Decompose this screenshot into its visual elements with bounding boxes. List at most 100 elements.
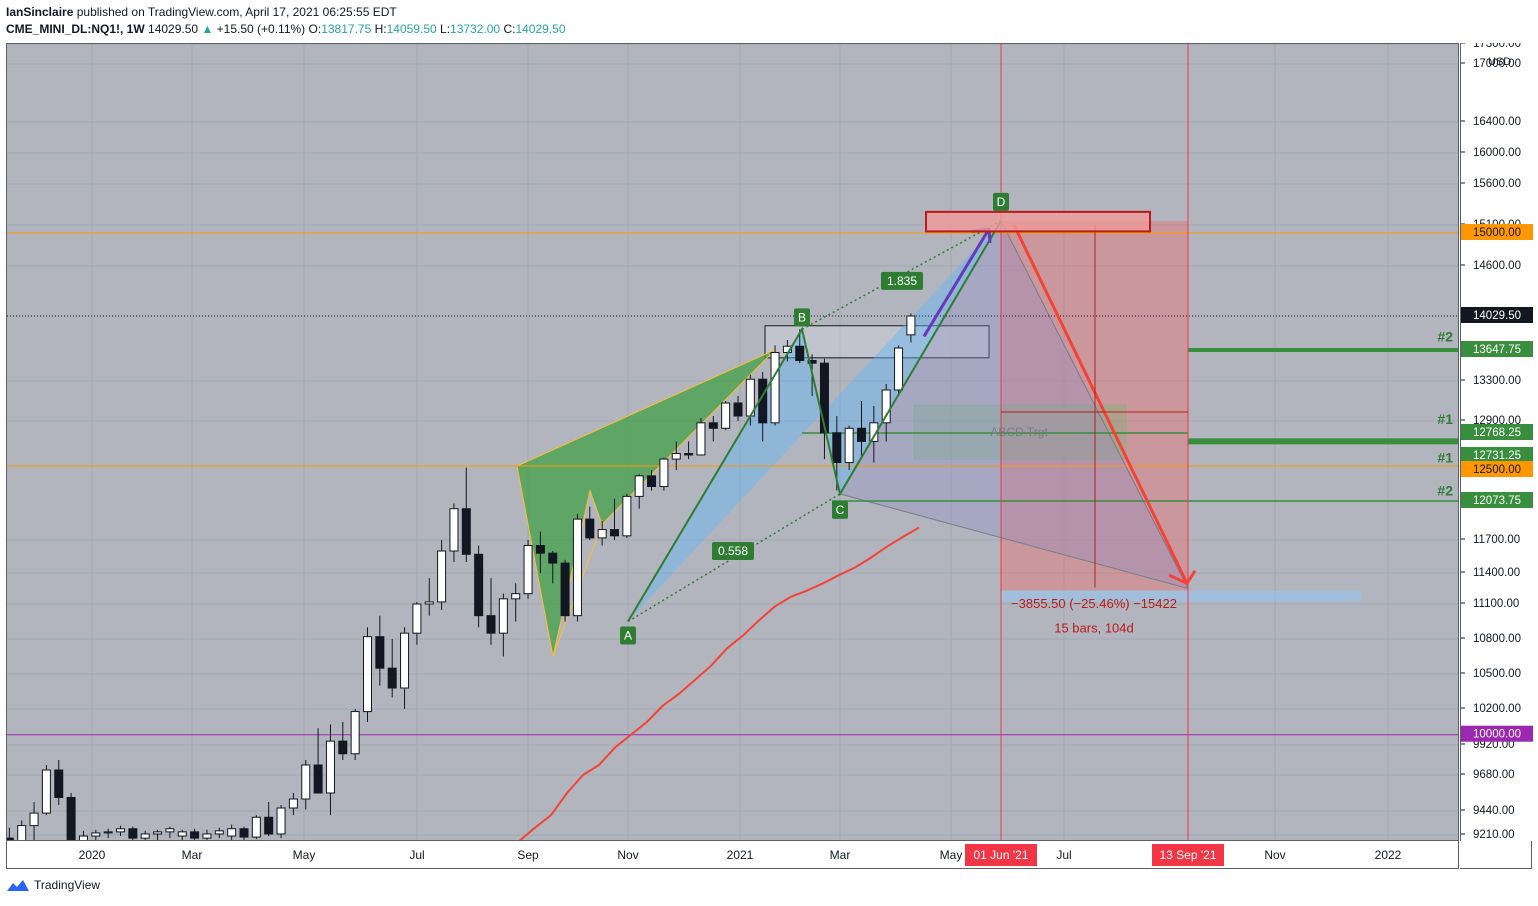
candle-up: [202, 833, 212, 839]
time-axis-svg[interactable]: 2020 Mar May Jul Sep Nov 2021 Mar May Jul Nov 2022 0…: [7, 841, 1460, 869]
purple-arrow: [922, 228, 991, 338]
candle-up: [511, 593, 521, 600]
candle-up: [41, 769, 51, 814]
candle-up: [153, 831, 163, 835]
point-a-label: A: [624, 629, 632, 643]
candle-down: [819, 362, 829, 434]
candle-up: [671, 453, 681, 460]
grid-lines: [7, 44, 1458, 840]
candle-up: [844, 427, 854, 464]
chart-svg[interactable]: A B C D 1.835 0.558 ABCD Trgt −3855.50 (−25.46%…: [7, 44, 1459, 841]
price-tick-label: 11100.00: [1473, 598, 1519, 610]
price-tick-label: 9920.00: [1473, 739, 1515, 751]
candle-up: [869, 422, 879, 442]
time-axis[interactable]: 2020 Mar May Jul Sep Nov 2021 Mar May Jul Nov 2022 0…: [6, 841, 1459, 869]
point-c-label: C: [836, 503, 845, 517]
candle-up: [881, 389, 891, 424]
price-badge-label: 14029.50: [1473, 310, 1521, 322]
point-a-label-bg: [620, 626, 636, 645]
time-highlight-badge: [1152, 844, 1224, 866]
high-value: 14059.50: [386, 22, 437, 36]
price-tick-label: 16000.00: [1473, 147, 1521, 159]
candle-up: [523, 545, 533, 595]
price-axis-svg[interactable]: 9210.00 9440.00 9680.00 9920.00 10200.00 1050…: [1461, 38, 1533, 841]
candle-down: [190, 831, 200, 839]
price-axis[interactable]: 9210.00 9440.00 9680.00 9920.00 10200.00 1050…: [1460, 38, 1533, 841]
time-tick-label: Sep: [517, 848, 539, 862]
ratio-bd-label: 1.835: [887, 274, 917, 288]
price-tick-label: 10500.00: [1473, 668, 1521, 680]
ac-dotted: [627, 493, 841, 623]
candle-up: [165, 828, 175, 833]
time-tick-label: Jul: [1056, 848, 1071, 862]
currency-label: USD: [1488, 56, 1511, 68]
symbol-interval[interactable]: CME_MINI_DL:NQ1!, 1W: [6, 22, 145, 36]
d-zone-box: [925, 210, 1151, 233]
price-badge-label: 12073.75: [1473, 495, 1521, 507]
candle-down: [486, 615, 496, 634]
footer-brand[interactable]: TradingView: [6, 878, 100, 892]
low-label: L:: [440, 22, 451, 36]
candle-up: [276, 807, 286, 835]
candles[interactable]: [7, 313, 916, 841]
time-tick-label: May: [940, 848, 963, 862]
price-tick-label: 9680.00: [1473, 769, 1515, 781]
price-tick-label: 10800.00: [1473, 633, 1521, 645]
candle-up: [449, 508, 459, 552]
candle-up: [78, 835, 88, 840]
abcd-target-label: ABCD Trgt: [990, 425, 1048, 439]
time-highlight-label: 01 Jun '21: [973, 848, 1028, 862]
publication-line: IanSinclaire published on TradingView.co…: [6, 5, 397, 19]
candle-down: [585, 518, 595, 539]
candle-up: [29, 812, 39, 827]
last-price: 14029.50: [148, 22, 199, 36]
candle-down: [857, 427, 866, 442]
projection-duration: 15 bars, 104d: [1054, 621, 1134, 636]
target-tag: #1: [1437, 411, 1453, 427]
drawings-front[interactable]: A B C D 1.835 0.558 ABCD Trgt −3855.50 (−25.46%…: [620, 192, 1453, 645]
price-badge: [1461, 492, 1533, 508]
price-tick-label: 11700.00: [1473, 534, 1520, 546]
candle-down: [647, 475, 657, 488]
price-tick-label: 14600.00: [1473, 260, 1521, 272]
open-value: 13817.75: [321, 22, 372, 36]
candle-up: [770, 351, 780, 424]
chart-plot-area[interactable]: A B C D 1.835 0.558 ABCD Trgt −3855.50 (−25.46%…: [6, 43, 1459, 841]
candle-down: [548, 552, 558, 564]
published-info: published on TradingView.com, April 17, …: [76, 5, 397, 19]
abcd-lines: [627, 220, 1002, 623]
point-b-label-bg: [794, 308, 810, 327]
candle-down: [474, 553, 484, 617]
candle-up: [906, 315, 916, 336]
candle-up: [622, 495, 632, 537]
candle-up: [251, 816, 261, 838]
target-tag: #2: [1437, 483, 1453, 499]
candle-down: [54, 769, 64, 798]
candle-up: [301, 764, 311, 800]
open-label: O:: [308, 22, 322, 36]
price-badge-label: 12731.25: [1473, 450, 1521, 462]
price-badge: [1461, 224, 1533, 240]
price-badge: [1461, 447, 1533, 463]
candle-up: [498, 598, 508, 634]
moving-average: [518, 526, 920, 840]
candle-up: [400, 632, 410, 689]
candle-down: [461, 508, 471, 555]
price-badge: [1461, 307, 1533, 323]
close-value: 14029.50: [515, 22, 566, 36]
candle-up: [116, 828, 125, 833]
candle-down: [128, 828, 138, 839]
author-name[interactable]: IanSinclaire: [6, 5, 74, 19]
ratio-ac-label: 0.558: [718, 544, 748, 558]
candle-up: [659, 458, 669, 488]
price-badge: [1461, 341, 1533, 357]
price-badge-label: 12500.00: [1473, 464, 1521, 476]
red-arrow-head: [1168, 569, 1197, 586]
candle-up: [288, 798, 298, 809]
price-badge-label: 10000.00: [1473, 729, 1521, 741]
low-value: 13732.00: [450, 22, 501, 36]
candle-down: [313, 764, 323, 794]
candle-down: [375, 636, 385, 669]
harmonic-pattern: [516, 349, 776, 657]
candle-down: [7, 837, 14, 840]
